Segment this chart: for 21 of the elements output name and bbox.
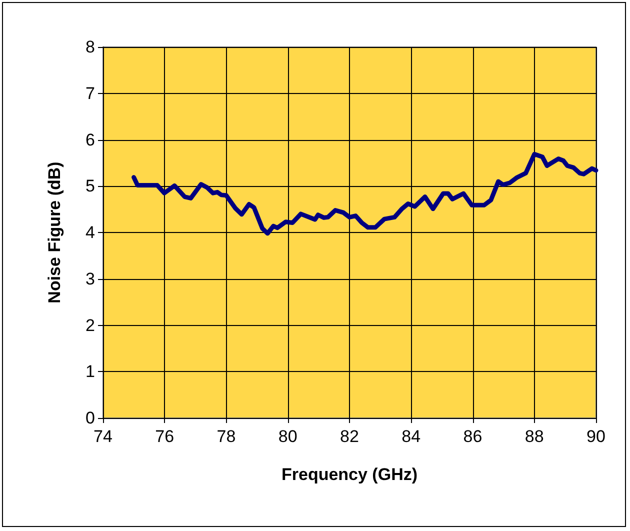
y-tick-label: 6: [86, 130, 95, 150]
y-tick-label: 2: [86, 316, 95, 335]
x-tick-label: 78: [216, 427, 236, 446]
y-tick-label: 8: [86, 38, 95, 56]
x-tick-label: 80: [278, 427, 298, 446]
y-tick-label: 4: [86, 223, 95, 242]
y-tick-label: 3: [86, 269, 95, 288]
y-axis-title: Noise Figure (dB): [45, 162, 64, 304]
x-tick-label: 74: [94, 427, 112, 446]
y-tick-label: 0: [86, 408, 95, 428]
x-tick-label: 82: [340, 427, 359, 446]
x-tick-label: 76: [155, 427, 174, 446]
y-tick-label: 1: [86, 362, 95, 382]
x-tick-label: 86: [463, 427, 482, 446]
x-tick-label: 88: [524, 427, 544, 446]
x-axis-title: Frequency (GHz): [281, 465, 418, 484]
line-series: [132, 152, 598, 236]
x-tick-label: 90: [586, 427, 606, 446]
x-tick-label: 84: [402, 427, 421, 446]
y-tick-label: 7: [86, 84, 95, 103]
y-tick-label: 5: [86, 176, 95, 196]
